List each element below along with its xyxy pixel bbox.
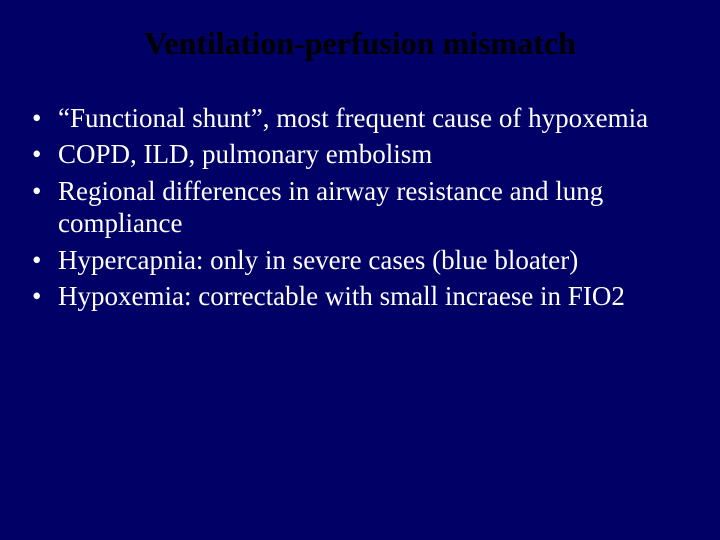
slide-title: Ventilation-perfusion mismatch xyxy=(30,20,690,62)
list-item: Hypoxemia: correctable with small incrae… xyxy=(30,280,690,312)
list-item: Hypercapnia: only in severe cases (blue … xyxy=(30,244,690,276)
bullet-list: “Functional shunt”, most frequent cause … xyxy=(30,102,690,312)
list-item: COPD, ILD, pulmonary embolism xyxy=(30,138,690,170)
list-item: “Functional shunt”, most frequent cause … xyxy=(30,102,690,134)
slide: Ventilation-perfusion mismatch “Function… xyxy=(0,0,720,540)
list-item: Regional differences in airway resistanc… xyxy=(30,175,690,240)
